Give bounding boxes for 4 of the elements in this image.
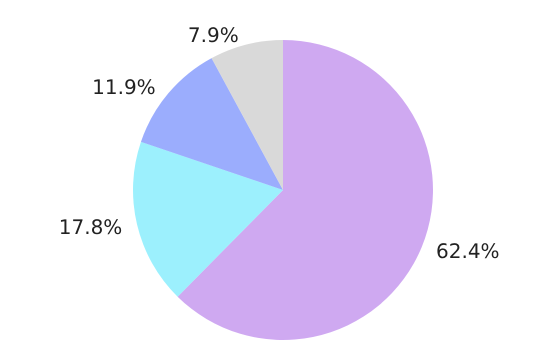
data-label: 11.9% (92, 74, 156, 99)
data-label: 62.4% (436, 238, 500, 263)
data-label: 7.9% (188, 22, 239, 47)
data-label: 17.8% (58, 214, 122, 239)
